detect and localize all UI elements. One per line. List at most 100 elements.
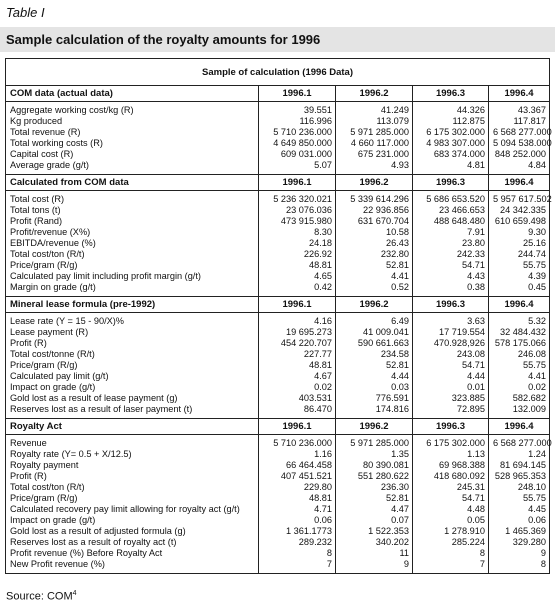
cell-value: 0.07 [335, 515, 413, 526]
section-header-row: Calculated from COM data 1996.1 1996.2 1996… [5, 174, 550, 191]
source-text: Source: COM [6, 590, 73, 603]
column-header: 1996.1 [258, 85, 336, 102]
row-label: New Profit revenue (%) [5, 559, 259, 574]
column-header: 1996.1 [258, 174, 336, 191]
cell-value: 4.41 [335, 271, 413, 282]
cell-value: 1 465.369 [488, 526, 550, 537]
data-row: Profit (R) 454 220.707 590 661.663 470.928,… [5, 338, 550, 349]
row-label: Royalty payment [5, 460, 259, 471]
data-row: Royalty payment 66 464.458 80 390.081 69 96… [5, 460, 550, 471]
cell-value: 418 680.092 [412, 471, 489, 482]
column-header: 1996.2 [335, 174, 413, 191]
cell-value: 19 695.273 [258, 327, 336, 338]
cell-value: 23 076.036 [258, 205, 336, 216]
cell-value: 4.16 [258, 312, 336, 327]
cell-value: 242.33 [412, 249, 489, 260]
cell-value: 6.49 [335, 312, 413, 327]
row-label: Profit (R) [5, 471, 259, 482]
cell-value: 80 390.081 [335, 460, 413, 471]
column-header: 1996.3 [412, 418, 489, 435]
section-heading: Calculated from COM data [5, 174, 259, 191]
cell-value: 0.38 [412, 282, 489, 297]
data-row: Reserves lost as a result of laser payme… [5, 404, 550, 419]
cell-value: 1.16 [258, 449, 336, 460]
column-header: 1996.1 [258, 296, 336, 313]
title-bar: Sample calculation of the royalty amount… [0, 27, 555, 52]
cell-value: 0.02 [488, 382, 550, 393]
cell-value: 6 568 277.000 [488, 434, 552, 449]
source-ref: 4 [72, 590, 77, 597]
cell-value: 776.591 [335, 393, 413, 404]
row-label: Price/gram (R/g) [5, 493, 259, 504]
cell-value: 4.43 [412, 271, 489, 282]
row-label: Lease payment (R) [5, 327, 259, 338]
data-row: New Profit revenue (%) 7 9 7 8 [5, 559, 550, 574]
cell-value: 5 094 538.000 [488, 138, 552, 149]
cell-value: 0.02 [258, 382, 336, 393]
cell-value: 55.75 [488, 360, 550, 371]
cell-value: 8 [488, 559, 550, 574]
data-row: Total tons (t) 23 076.036 22 936.856 23 466… [5, 205, 550, 216]
section-heading: Mineral lease formula (pre-1992) [5, 296, 259, 313]
row-label: Calculated pay limit (g/t) [5, 371, 259, 382]
column-header: 1996.2 [335, 296, 413, 313]
cell-value: 22 936.856 [335, 205, 413, 216]
data-row: Margin on grade (g/t) 0.42 0.52 0.38 0.45 [5, 282, 550, 297]
data-row: Aggregate working cost/kg (R) 39.551 41.24… [5, 101, 550, 116]
cell-value: 25.16 [488, 238, 550, 249]
cell-value: 6 175 302.000 [412, 434, 489, 449]
cell-value: 4.41 [488, 371, 550, 382]
row-label: Calculated pay limit including profit ma… [5, 271, 259, 282]
row-label: Profit revenue (%) Before Royalty Act [5, 548, 259, 559]
cell-value: 1.35 [335, 449, 413, 460]
row-label: Kg produced [5, 116, 259, 127]
cell-value: 454 220.707 [258, 338, 336, 349]
row-label: Profit (Rand) [5, 216, 259, 227]
cell-value: 227.77 [258, 349, 336, 360]
cell-value: 610 659.498 [488, 216, 550, 227]
cell-value: 4.44 [412, 371, 489, 382]
cell-value: 6 568 277.000 [488, 127, 552, 138]
column-header: 1996.4 [488, 418, 550, 435]
cell-value: 683 374.000 [412, 149, 489, 160]
data-row: Total cost/ton (R/t) 229.80 236.30 245.31 24… [5, 482, 550, 493]
cell-value: 470.928,926 [412, 338, 489, 349]
cell-value: 54.71 [412, 360, 489, 371]
cell-value: 631 670.704 [335, 216, 413, 227]
data-row: Profit (R) 407 451.521 551 280.622 418 680.… [5, 471, 550, 482]
cell-value: 473 915.980 [258, 216, 336, 227]
cell-value: 0.06 [258, 515, 336, 526]
cell-value: 226.92 [258, 249, 336, 260]
cell-value: 41 009.041 [335, 327, 413, 338]
cell-value: 246.08 [488, 349, 550, 360]
column-header: 1996.3 [412, 296, 489, 313]
row-label: Aggregate working cost/kg (R) [5, 101, 259, 116]
row-label: Lease rate (Y = 15 - 90/X)% [5, 312, 259, 327]
cell-value: 4 649 850.000 [258, 138, 336, 149]
cell-value: 5 710 236.000 [258, 434, 336, 449]
cell-value: 0.42 [258, 282, 336, 297]
cell-value: 8 [412, 548, 489, 559]
cell-value: 24 342.335 [488, 205, 550, 216]
column-header: 1996.3 [412, 85, 489, 102]
cell-value: 234.58 [335, 349, 413, 360]
column-header: 1996.4 [488, 174, 550, 191]
cell-value: 4.65 [258, 271, 336, 282]
data-row: Profit (Rand) 473 915.980 631 670.704 488 6… [5, 216, 550, 227]
source-note: Source: COM4 [6, 590, 77, 603]
table-title: Sample calculation of the royalty amount… [6, 32, 321, 47]
cell-value: 0.05 [412, 515, 489, 526]
cell-value: 52.81 [335, 493, 413, 504]
cell-value: 245.31 [412, 482, 489, 493]
cell-value: 848 252.000 [488, 149, 550, 160]
cell-value: 609 031.000 [258, 149, 336, 160]
row-label: Profit/revenue (X%) [5, 227, 259, 238]
data-row: Calculated pay limit including profit ma… [5, 271, 550, 282]
cell-value: 4.39 [488, 271, 550, 282]
cell-value: 4.71 [258, 504, 336, 515]
table-caption: Sample of calculation (1996 Data) [5, 58, 550, 86]
data-row: Profit/revenue (X%) 8.30 10.58 7.91 9.30 [5, 227, 550, 238]
cell-value: 340.202 [335, 537, 413, 548]
cell-value: 7 [258, 559, 336, 574]
cell-value: 48.81 [258, 493, 336, 504]
